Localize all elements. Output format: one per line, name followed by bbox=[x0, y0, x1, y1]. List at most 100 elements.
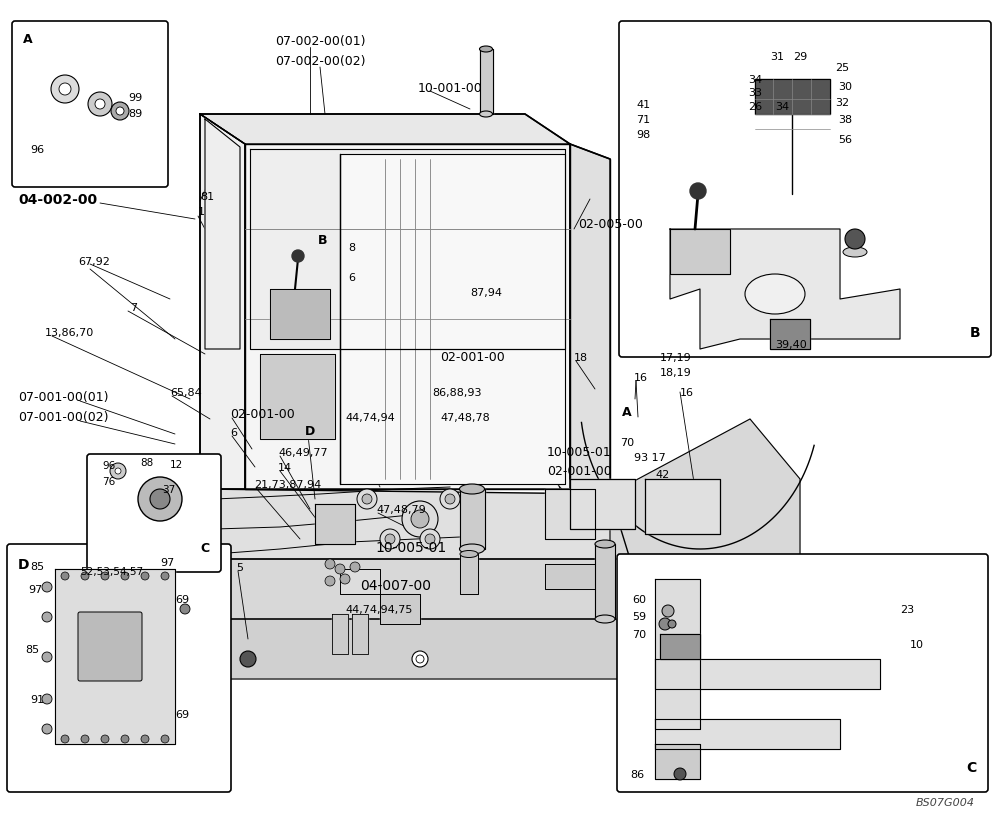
Text: 34: 34 bbox=[748, 75, 762, 85]
Text: 17,19: 17,19 bbox=[660, 352, 692, 363]
Polygon shape bbox=[545, 564, 595, 590]
Circle shape bbox=[141, 735, 149, 743]
Polygon shape bbox=[315, 505, 355, 545]
Circle shape bbox=[59, 84, 71, 96]
Text: 47,48,78: 47,48,78 bbox=[440, 413, 490, 423]
Polygon shape bbox=[352, 614, 368, 654]
Text: 47,48,79: 47,48,79 bbox=[376, 505, 426, 514]
Text: 81: 81 bbox=[200, 192, 214, 201]
Circle shape bbox=[416, 655, 424, 663]
Text: 85: 85 bbox=[30, 561, 44, 572]
Circle shape bbox=[845, 229, 865, 250]
Polygon shape bbox=[205, 120, 240, 350]
Polygon shape bbox=[55, 569, 175, 744]
Text: 07-001-00(02): 07-001-00(02) bbox=[18, 411, 109, 424]
Circle shape bbox=[161, 735, 169, 743]
Ellipse shape bbox=[480, 47, 493, 53]
Text: 02-005-00: 02-005-00 bbox=[578, 218, 643, 231]
Text: C: C bbox=[966, 760, 976, 774]
Text: 10: 10 bbox=[910, 639, 924, 649]
Text: 85: 85 bbox=[25, 645, 39, 654]
Text: 21,73,87,94: 21,73,87,94 bbox=[254, 479, 321, 490]
FancyBboxPatch shape bbox=[617, 554, 988, 792]
Text: 10-005-01: 10-005-01 bbox=[547, 446, 612, 459]
Polygon shape bbox=[770, 319, 810, 350]
Circle shape bbox=[42, 724, 52, 734]
Circle shape bbox=[95, 100, 105, 110]
Circle shape bbox=[357, 490, 377, 509]
Polygon shape bbox=[570, 479, 635, 529]
Text: 87,94: 87,94 bbox=[470, 287, 502, 297]
Circle shape bbox=[425, 534, 435, 545]
Text: 04-002-00: 04-002-00 bbox=[18, 192, 97, 206]
Text: 38: 38 bbox=[838, 115, 852, 124]
Text: 16: 16 bbox=[680, 387, 694, 397]
Polygon shape bbox=[270, 290, 330, 340]
Text: 25: 25 bbox=[835, 63, 849, 73]
Polygon shape bbox=[200, 619, 650, 679]
Text: 6: 6 bbox=[230, 428, 237, 437]
Text: 31: 31 bbox=[770, 52, 784, 62]
FancyBboxPatch shape bbox=[7, 545, 231, 792]
Text: 97: 97 bbox=[28, 584, 42, 595]
Text: 91: 91 bbox=[30, 695, 44, 704]
Polygon shape bbox=[250, 150, 565, 350]
Polygon shape bbox=[570, 145, 610, 495]
Text: 46,49,77: 46,49,77 bbox=[278, 447, 328, 458]
Text: A: A bbox=[23, 33, 33, 46]
Circle shape bbox=[340, 574, 350, 584]
Text: 8: 8 bbox=[348, 242, 355, 253]
Polygon shape bbox=[610, 419, 800, 619]
Circle shape bbox=[51, 76, 79, 104]
Text: 69: 69 bbox=[175, 709, 189, 719]
Text: 10-001-00: 10-001-00 bbox=[418, 81, 482, 94]
Text: 18: 18 bbox=[574, 352, 588, 363]
Ellipse shape bbox=[460, 551, 478, 558]
Circle shape bbox=[115, 468, 121, 474]
Polygon shape bbox=[200, 115, 570, 145]
Text: 7: 7 bbox=[130, 303, 137, 313]
Text: 71: 71 bbox=[636, 115, 650, 124]
Text: BS07G004: BS07G004 bbox=[916, 797, 975, 807]
Text: 02-001-00: 02-001-00 bbox=[547, 465, 612, 478]
Text: 88: 88 bbox=[140, 458, 153, 468]
Circle shape bbox=[412, 651, 428, 667]
Polygon shape bbox=[755, 80, 830, 115]
Circle shape bbox=[402, 501, 438, 537]
Text: C: C bbox=[200, 541, 209, 554]
Ellipse shape bbox=[595, 615, 615, 623]
Text: 12: 12 bbox=[170, 459, 183, 469]
Text: 5: 5 bbox=[236, 563, 243, 572]
Circle shape bbox=[445, 495, 455, 505]
Polygon shape bbox=[245, 145, 570, 490]
Polygon shape bbox=[380, 595, 420, 624]
Circle shape bbox=[42, 695, 52, 704]
Text: 96: 96 bbox=[102, 460, 115, 470]
Text: 34: 34 bbox=[775, 102, 789, 112]
Text: 44,74,94,75: 44,74,94,75 bbox=[345, 604, 412, 614]
Text: 30: 30 bbox=[838, 82, 852, 92]
Text: 33: 33 bbox=[748, 88, 762, 98]
Text: 59: 59 bbox=[632, 611, 646, 622]
FancyBboxPatch shape bbox=[78, 613, 142, 681]
Circle shape bbox=[42, 582, 52, 592]
Circle shape bbox=[440, 490, 460, 509]
Text: 69: 69 bbox=[175, 595, 189, 604]
Circle shape bbox=[110, 464, 126, 479]
Polygon shape bbox=[670, 229, 900, 350]
Text: 97: 97 bbox=[160, 557, 174, 568]
Text: 23: 23 bbox=[900, 604, 914, 614]
Circle shape bbox=[292, 251, 304, 263]
Circle shape bbox=[101, 572, 109, 581]
Circle shape bbox=[116, 108, 124, 115]
Text: 89: 89 bbox=[128, 109, 142, 119]
Circle shape bbox=[121, 735, 129, 743]
Text: 26: 26 bbox=[748, 102, 762, 112]
Polygon shape bbox=[670, 229, 730, 274]
Text: 04-007-00: 04-007-00 bbox=[360, 578, 431, 592]
Ellipse shape bbox=[460, 545, 485, 554]
Circle shape bbox=[61, 572, 69, 581]
Circle shape bbox=[662, 605, 674, 618]
Text: 02-001-00: 02-001-00 bbox=[440, 351, 505, 364]
Circle shape bbox=[161, 572, 169, 581]
